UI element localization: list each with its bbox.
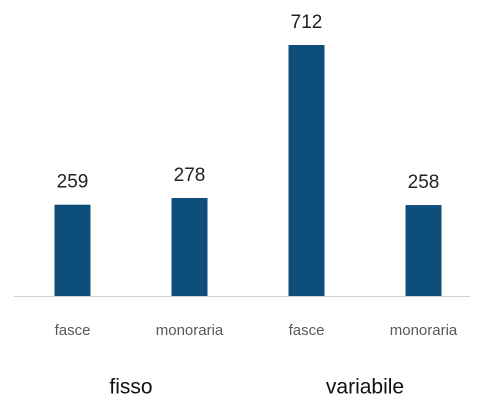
x-tick-label: monoraria [156,322,224,339]
bar [171,197,208,296]
group-label: fisso [109,376,152,399]
x-tick-label: fasce [55,322,91,339]
group-label: variabile [326,376,404,399]
bar [405,205,442,296]
x-tick-label: fasce [289,322,325,339]
bar [288,45,325,296]
data-label: 712 [291,12,323,33]
data-label: 259 [57,172,89,193]
bar [54,204,91,296]
x-tick-label: monoraria [390,322,458,339]
data-label: 258 [408,172,440,193]
data-label: 278 [174,165,206,186]
